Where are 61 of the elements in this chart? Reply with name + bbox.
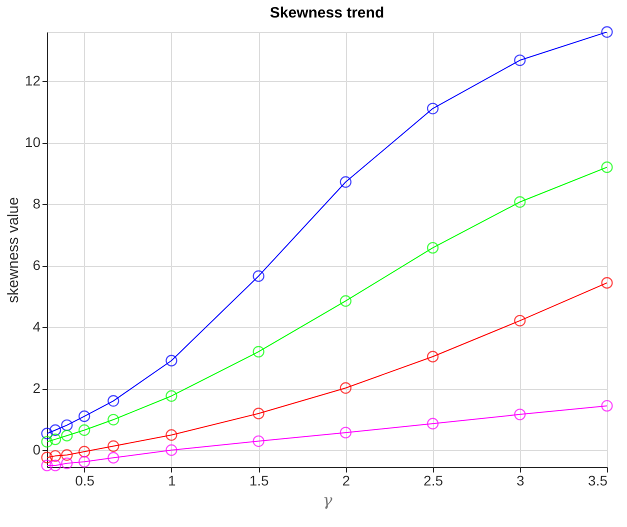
point	[49, 450, 62, 462]
point	[108, 414, 120, 426]
x-tick-label: 1	[168, 472, 176, 488]
point	[166, 444, 178, 456]
point	[601, 26, 613, 38]
point	[340, 295, 352, 307]
y-tick-label: 0	[32, 442, 41, 458]
point	[41, 428, 53, 440]
y-tick-label: 6	[32, 257, 41, 274]
y-tick-label: 4	[32, 318, 41, 335]
x-axis-title: γ	[322, 490, 333, 510]
point	[426, 242, 439, 254]
point	[514, 196, 526, 208]
point	[49, 434, 62, 446]
x-tick-label: 3.5	[588, 472, 608, 488]
x-tick-label: 1.5	[249, 472, 269, 488]
point	[78, 410, 90, 422]
point	[61, 430, 73, 442]
point	[601, 161, 613, 174]
x-tick-label: 3	[516, 472, 524, 488]
point	[252, 270, 264, 282]
point	[108, 395, 120, 407]
x-tick-label: 2	[342, 472, 350, 488]
point	[252, 435, 264, 448]
point	[166, 354, 178, 366]
x-tick-label: 0.5	[75, 472, 95, 488]
point	[340, 176, 352, 188]
point	[601, 400, 613, 412]
point	[340, 426, 352, 438]
point	[61, 419, 73, 432]
y-tick-label: 12	[24, 72, 41, 89]
point	[108, 440, 120, 452]
point	[166, 390, 178, 402]
point	[252, 346, 264, 358]
y-tick-label: 10	[24, 134, 41, 150]
point	[252, 408, 264, 420]
point	[49, 460, 62, 472]
point	[426, 418, 439, 430]
point	[108, 452, 120, 464]
x-tick-label: 2.5	[424, 472, 444, 488]
point	[426, 102, 439, 114]
point	[78, 456, 90, 468]
point	[41, 452, 53, 464]
point	[514, 408, 526, 420]
point	[78, 446, 90, 458]
point	[340, 382, 352, 394]
chart-title: Skewness trend	[270, 4, 384, 22]
point	[49, 424, 62, 436]
point	[61, 449, 73, 461]
point	[601, 277, 613, 289]
point	[61, 457, 73, 470]
point	[514, 54, 526, 66]
point	[78, 424, 90, 436]
y-tick-label: 8	[32, 196, 41, 212]
y-axis-title: skewness value	[4, 197, 22, 303]
y-tick-label: 2	[32, 380, 41, 396]
point	[41, 460, 53, 472]
point	[166, 429, 178, 441]
point	[514, 314, 526, 326]
point	[41, 436, 53, 448]
point	[426, 350, 439, 362]
